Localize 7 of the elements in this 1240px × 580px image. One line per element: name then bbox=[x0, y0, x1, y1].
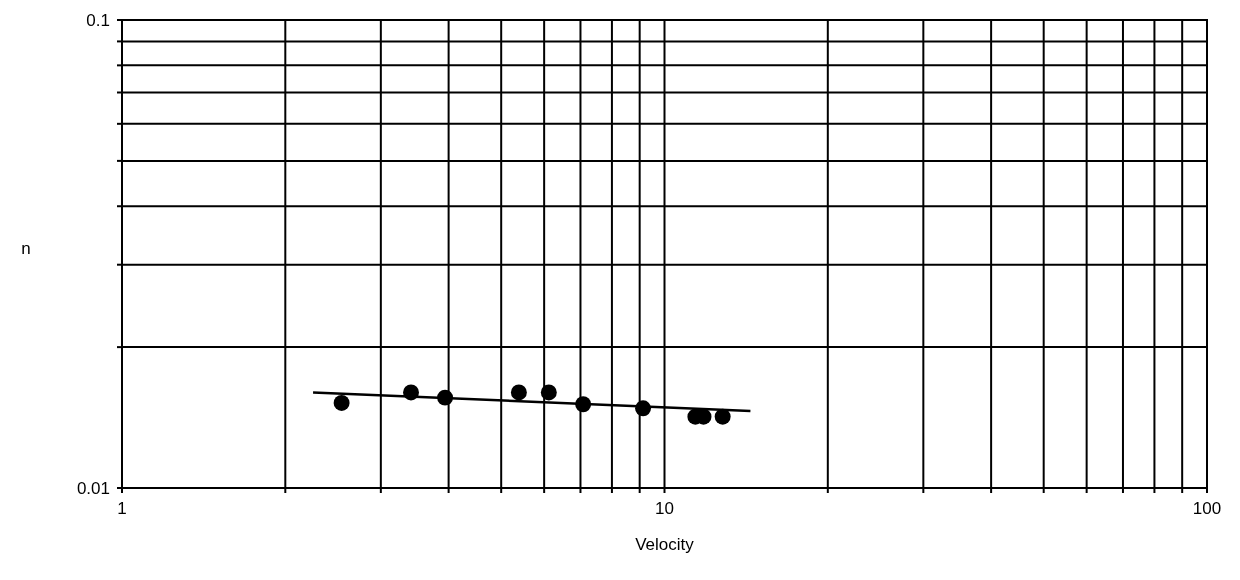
y-tick-label: 0.1 bbox=[86, 11, 110, 30]
y-axis-title: n bbox=[21, 239, 31, 258]
x-axis-title: Velocity bbox=[635, 535, 695, 554]
x-tick-label: 100 bbox=[1192, 499, 1222, 518]
x-tick-label: 10 bbox=[655, 499, 674, 518]
y-tick-label: 0.01 bbox=[76, 479, 110, 498]
x-tick-label: 1 bbox=[117, 499, 127, 518]
